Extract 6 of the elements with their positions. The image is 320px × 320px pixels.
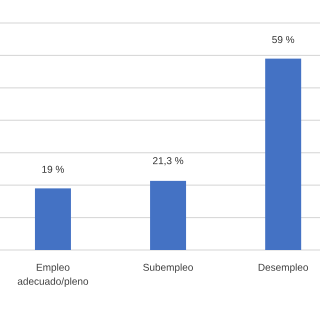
data-label: 19 % xyxy=(42,166,64,173)
x-tick-label: Subempleo xyxy=(143,264,193,273)
x-tick-label: Desempleo xyxy=(258,264,308,273)
data-label: 59 % xyxy=(272,36,294,44)
x-tick-label: Empleo adecuado/pleno xyxy=(18,264,88,287)
data-label: 21,3 % xyxy=(152,157,184,166)
